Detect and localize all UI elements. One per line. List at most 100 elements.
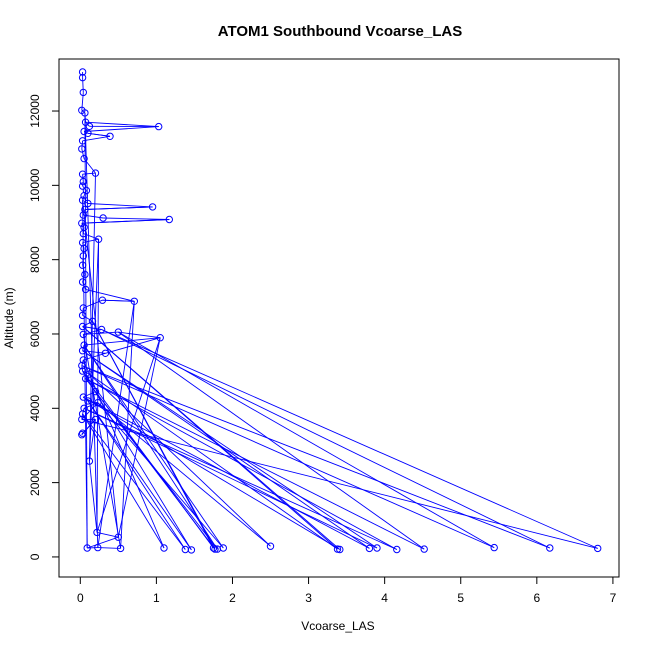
series-segment — [82, 172, 96, 175]
data-point — [85, 370, 94, 378]
series-segment — [88, 173, 96, 462]
series-segment — [92, 321, 214, 549]
series-segment — [83, 344, 224, 549]
series-segment — [103, 217, 170, 220]
data-point — [393, 545, 401, 554]
x-tick-label: 5 — [457, 591, 464, 605]
data-point — [80, 244, 88, 253]
data-point — [116, 544, 125, 553]
data-point — [420, 545, 428, 553]
x-tick-label: 4 — [381, 591, 388, 605]
y-tick-label: 10000 — [28, 168, 42, 202]
data-point — [219, 544, 228, 552]
series-segment — [118, 331, 425, 550]
data-point — [81, 374, 90, 383]
series-segment — [118, 331, 495, 548]
data-point — [78, 219, 86, 227]
series-segment — [82, 181, 84, 187]
data-point — [336, 545, 344, 554]
series-segment — [84, 126, 159, 132]
series-segment — [82, 413, 165, 549]
series-segment — [83, 407, 378, 549]
series-segment — [81, 418, 598, 549]
data-point — [373, 544, 381, 552]
data-point — [93, 528, 101, 537]
series-segment — [97, 547, 121, 549]
x-axis: 0 1 2 3 4 5 6 7 — [77, 576, 617, 605]
series-segment — [120, 301, 135, 549]
series-segment — [88, 419, 96, 462]
y-tick-label: 2000 — [28, 469, 42, 496]
y-tick-label: 8000 — [28, 246, 42, 273]
data-point — [79, 393, 88, 401]
data-point — [78, 170, 87, 178]
data-point — [91, 169, 100, 177]
series-segment — [87, 132, 111, 137]
series-segment — [83, 396, 370, 549]
data-point — [156, 334, 164, 342]
series-segment — [81, 148, 85, 159]
data-point — [78, 311, 87, 320]
x-tick-label: 1 — [153, 591, 160, 605]
x-tick-label: 7 — [610, 591, 617, 605]
series-segment — [83, 344, 218, 550]
series-segment — [96, 239, 100, 533]
data-point — [78, 68, 87, 76]
data-point — [84, 397, 92, 405]
series-segment — [84, 112, 99, 548]
series-segment — [96, 337, 161, 533]
series-segment — [97, 301, 135, 548]
series-segment — [89, 373, 338, 550]
data-point — [84, 199, 92, 208]
series-segment — [84, 206, 153, 210]
data-point — [85, 457, 94, 465]
data-point — [81, 270, 89, 279]
data-point — [94, 399, 102, 407]
data-point — [148, 203, 157, 211]
series-segment — [83, 331, 119, 335]
data-point — [88, 317, 97, 325]
data-point — [546, 544, 554, 552]
series-segment — [82, 135, 111, 142]
data-point — [78, 410, 87, 418]
series-segment — [82, 307, 84, 316]
data-point — [78, 261, 87, 269]
series-segment — [82, 350, 378, 549]
data-point — [80, 154, 88, 163]
series-segment — [87, 536, 119, 549]
y-tick-label: 12000 — [28, 94, 42, 128]
data-point — [99, 214, 107, 222]
data-point — [94, 543, 102, 552]
data-point — [78, 196, 87, 204]
series-segment — [83, 352, 106, 361]
data-point — [79, 229, 88, 238]
series-segment — [117, 337, 161, 538]
data-point — [81, 285, 90, 294]
series-segment — [101, 329, 598, 549]
series-segment — [88, 461, 98, 533]
data-point — [80, 127, 88, 136]
data-point — [78, 347, 87, 355]
series-segment — [82, 413, 186, 550]
series-segment — [82, 370, 214, 549]
series-segment — [82, 174, 84, 182]
data-point — [594, 544, 602, 553]
data-point — [78, 278, 87, 286]
series-segment — [97, 402, 271, 547]
x-tick-label: 6 — [533, 591, 540, 605]
series-segment — [84, 337, 161, 346]
y-tick-label: 4000 — [28, 395, 42, 422]
data-point — [130, 297, 139, 305]
series-segment — [82, 359, 165, 549]
data-point — [211, 545, 219, 553]
data-point — [165, 215, 174, 224]
series-segment — [85, 121, 90, 127]
series-segment — [87, 203, 153, 208]
series-segment — [85, 288, 135, 302]
data-point — [155, 122, 163, 131]
data-point — [209, 544, 218, 552]
series-segment — [81, 365, 550, 549]
data-point — [80, 192, 88, 200]
data-point — [78, 322, 87, 331]
